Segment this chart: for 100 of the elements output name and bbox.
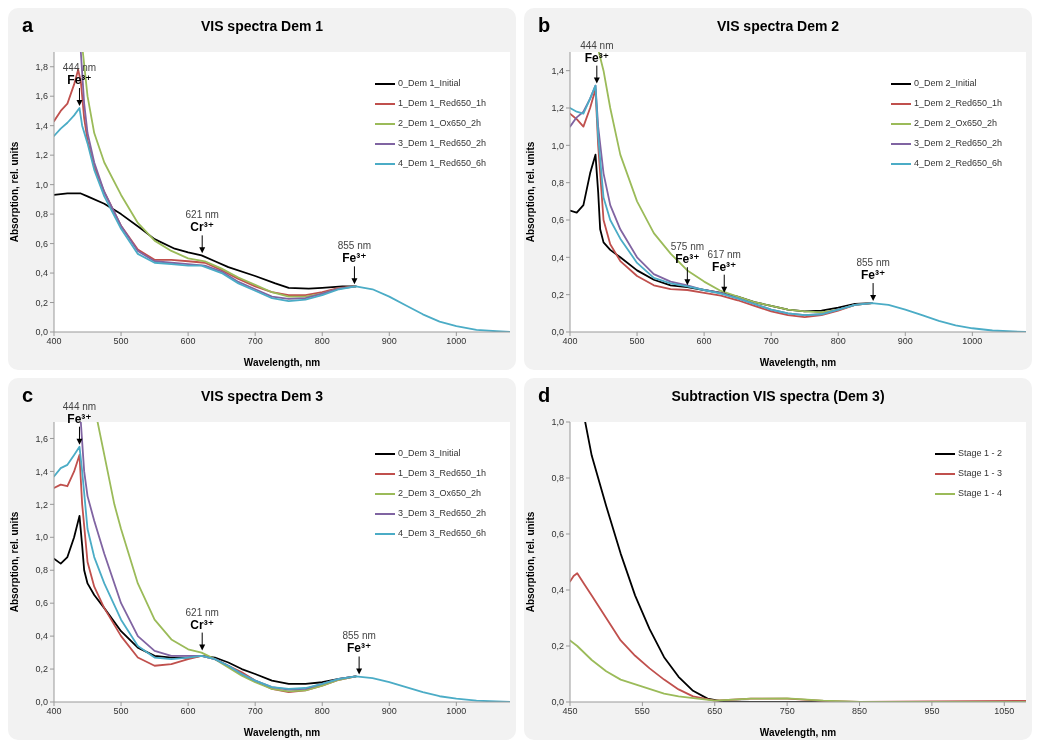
y-tick-label: 0,4 [35,268,48,279]
y-tick-label: 1,2 [551,103,564,114]
x-tick-label: 1000 [962,336,983,347]
x-tick-label: 600 [180,336,196,347]
y-tick-label: 0,0 [551,697,564,708]
y-tick-label: 0,4 [551,585,564,596]
y-axis-title: Absorption, rel. units [8,141,20,243]
y-tick-label: 1,8 [35,61,48,72]
y-tick-label: 1,6 [35,91,48,102]
y-tick-label: 0,6 [551,529,564,540]
x-tick-label: 950 [924,706,940,717]
x-axis-title: Wavelength, nm [243,727,321,738]
y-axis-title: Absorption, rel. units [524,141,536,243]
text: d [538,384,551,407]
text: a [22,14,34,37]
legend-label: 4_Dem 1_Red650_6h [397,158,486,169]
legend-label: 0_Dem 2_Initial [913,78,977,89]
text: b [538,14,551,37]
x-tick-label: 400 [46,706,62,717]
y-tick-label: 1,2 [35,150,48,161]
y-tick-label: 0,6 [35,598,48,609]
y-tick-label: 0,6 [551,215,564,226]
legend-label: Stage 1 - 4 [957,488,1002,499]
x-tick-label: 1050 [994,706,1015,717]
text: c [22,384,34,407]
legend-label: 0_Dem 3_Initial [397,448,461,459]
y-tick-label: 0,0 [551,327,564,338]
x-tick-label: 700 [763,336,779,347]
legend-label: 4_Dem 3_Red650_6h [397,528,486,539]
y-tick-label: 1,4 [35,120,48,131]
x-tick-label: 500 [113,706,129,717]
x-tick-label: 400 [46,336,62,347]
x-tick-label: 800 [314,336,330,347]
x-tick-label: 1000 [446,706,467,717]
x-tick-label: 500 [113,336,129,347]
y-tick-label: 1,0 [35,179,48,190]
y-tick-label: 0,8 [551,177,564,188]
x-tick-label: 900 [381,706,397,717]
annotation: 444 nm Fe³⁺ [62,400,97,426]
legend-label: 2_Dem 1_Ox650_2h [397,118,481,129]
x-axis-title: Wavelength, nm [759,727,837,738]
x-axis-title: Wavelength, nm [759,357,837,368]
x-tick-label: 500 [629,336,645,347]
x-tick-label: 600 [180,706,196,717]
annotation: 855 nm Fe³⁺ [342,630,376,656]
y-tick-label: 1,0 [551,417,564,428]
chart-title: VIS spectra Dem 2 [716,18,840,34]
y-tick-label: 1,0 [551,140,564,151]
y-tick-label: 0,2 [551,641,564,652]
annotation: 855 nm Fe³⁺ [856,257,890,283]
chart-title: VIS spectra Dem 3 [200,388,324,404]
legend-label: 0_Dem 1_Initial [397,78,461,89]
y-tick-label: 0,2 [35,664,48,675]
legend-label: 1_Dem 2_Red650_1h [913,98,1002,109]
x-tick-label: 750 [779,706,795,717]
y-tick-label: 0,2 [551,289,564,300]
y-tick-label: 0,8 [35,209,48,220]
y-tick-label: 1,4 [551,65,564,76]
x-tick-label: 650 [707,706,723,717]
x-tick-label: 700 [247,706,263,717]
y-tick-label: 0,4 [35,631,48,642]
y-tick-label: 0,8 [551,473,564,484]
chart-title: Subtraction VIS spectra (Dem 3) [671,388,885,404]
legend-label: Stage 1 - 3 [957,468,1002,479]
y-tick-label: 1,2 [35,499,48,510]
x-tick-label: 700 [247,336,263,347]
y-tick-label: 0,6 [35,238,48,249]
x-tick-label: 600 [696,336,712,347]
x-tick-label: 800 [830,336,846,347]
x-tick-label: 400 [562,336,578,347]
legend-label: 2_Dem 2_Ox650_2h [913,118,997,129]
y-tick-label: 0,2 [35,297,48,308]
annotation: 617 nm Fe³⁺ [707,248,741,274]
y-tick-label: 1,0 [35,532,48,543]
annotation: 575 nm Fe³⁺ [670,241,705,267]
y-tick-label: 0,8 [35,565,48,576]
y-tick-label: 0,4 [551,252,564,263]
y-axis-title: Absorption, rel. units [524,511,536,613]
x-tick-label: 900 [381,336,397,347]
annotation: 621 nm Cr³⁺ [185,606,219,632]
legend-label: 1_Dem 3_Red650_1h [397,468,486,479]
legend-label: 3_Dem 1_Red650_2h [397,138,486,149]
y-tick-label: 1,6 [35,433,48,444]
legend-label: 4_Dem 2_Red650_6h [913,158,1002,169]
x-tick-label: 850 [852,706,868,717]
x-tick-label: 800 [314,706,330,717]
legend-label: 3_Dem 3_Red650_2h [397,508,486,519]
annotation: 621 nm Cr³⁺ [185,209,219,235]
y-tick-label: 1,4 [35,466,48,477]
y-tick-label: 0,0 [35,697,48,708]
legend-label: Stage 1 - 2 [957,448,1002,459]
y-axis-title: Absorption, rel. units [8,511,20,613]
x-tick-label: 450 [562,706,578,717]
legend-label: 1_Dem 1_Red650_1h [397,98,486,109]
legend-label: 3_Dem 2_Red650_2h [913,138,1002,149]
legend-label: 2_Dem 3_Ox650_2h [397,488,481,499]
x-tick-label: 900 [897,336,913,347]
x-tick-label: 1000 [446,336,467,347]
y-tick-label: 0,0 [35,327,48,338]
x-axis-title: Wavelength, nm [243,357,321,368]
